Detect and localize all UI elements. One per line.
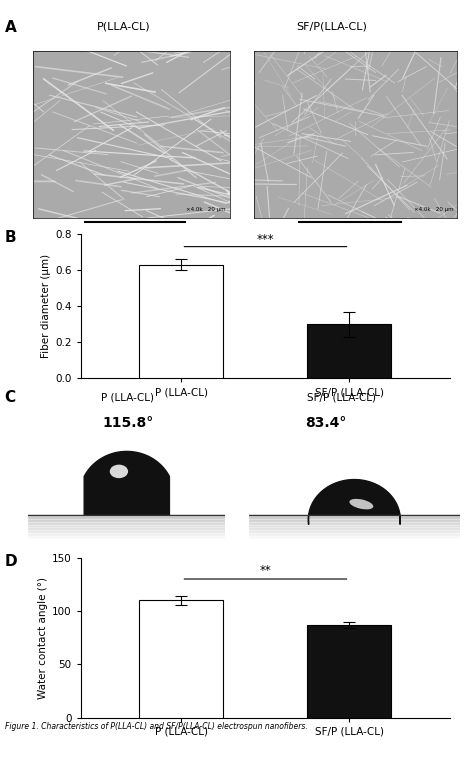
Text: **: ** bbox=[260, 564, 271, 577]
Text: 115.8°: 115.8° bbox=[102, 416, 154, 430]
Text: Figure 1. Characteristics of P(LLA-CL) and SF/P(LLA-CL) electrospun nanofibers.: Figure 1. Characteristics of P(LLA-CL) a… bbox=[5, 722, 308, 731]
Text: SF/P(LLA-CL): SF/P(LLA-CL) bbox=[296, 21, 367, 31]
Text: 83.4°: 83.4° bbox=[305, 416, 346, 430]
Bar bbox=[249, 518, 460, 519]
Bar bbox=[308, 324, 392, 378]
Y-axis label: Water contact angle (°): Water contact angle (°) bbox=[37, 576, 47, 699]
Bar bbox=[139, 264, 223, 378]
Bar bbox=[249, 517, 460, 518]
Text: ×4.0k   20 μm: ×4.0k 20 μm bbox=[186, 207, 226, 211]
Bar bbox=[28, 532, 225, 534]
Bar bbox=[28, 534, 225, 535]
Bar bbox=[28, 521, 225, 523]
Bar bbox=[139, 601, 223, 718]
Bar bbox=[249, 532, 460, 534]
Bar bbox=[249, 529, 460, 530]
Bar bbox=[28, 535, 225, 537]
Bar bbox=[249, 524, 460, 526]
Polygon shape bbox=[84, 452, 169, 516]
Ellipse shape bbox=[110, 465, 128, 478]
Text: D: D bbox=[5, 554, 18, 569]
Bar bbox=[249, 526, 460, 527]
Bar bbox=[249, 534, 460, 535]
Text: P(LLA-CL): P(LLA-CL) bbox=[96, 21, 150, 31]
Ellipse shape bbox=[349, 499, 374, 509]
Text: P (LLA-CL): P (LLA-CL) bbox=[101, 392, 155, 402]
Bar bbox=[249, 527, 460, 529]
Bar bbox=[28, 526, 225, 527]
Text: B: B bbox=[5, 230, 17, 245]
Bar bbox=[249, 519, 460, 521]
Polygon shape bbox=[308, 480, 401, 524]
Bar bbox=[28, 519, 225, 521]
Bar bbox=[308, 625, 392, 718]
Text: SF/P (LLA-CL): SF/P (LLA-CL) bbox=[307, 392, 376, 402]
Bar bbox=[28, 517, 225, 518]
Text: ×4.0k   20 μm: ×4.0k 20 μm bbox=[414, 207, 453, 211]
Bar bbox=[28, 523, 225, 524]
Text: A: A bbox=[5, 20, 17, 34]
Text: C: C bbox=[5, 390, 16, 405]
Bar bbox=[249, 521, 460, 523]
Bar bbox=[28, 527, 225, 529]
Bar bbox=[28, 537, 225, 538]
Bar bbox=[28, 530, 225, 532]
Bar bbox=[28, 516, 225, 517]
Y-axis label: Fiber diameter (μm): Fiber diameter (μm) bbox=[41, 254, 51, 358]
Bar bbox=[249, 537, 460, 538]
Bar bbox=[28, 518, 225, 519]
Bar bbox=[249, 523, 460, 524]
Bar bbox=[249, 516, 460, 517]
Text: ***: *** bbox=[256, 232, 274, 246]
Bar bbox=[28, 529, 225, 530]
Bar bbox=[249, 530, 460, 532]
Bar bbox=[28, 524, 225, 526]
Bar bbox=[249, 535, 460, 537]
